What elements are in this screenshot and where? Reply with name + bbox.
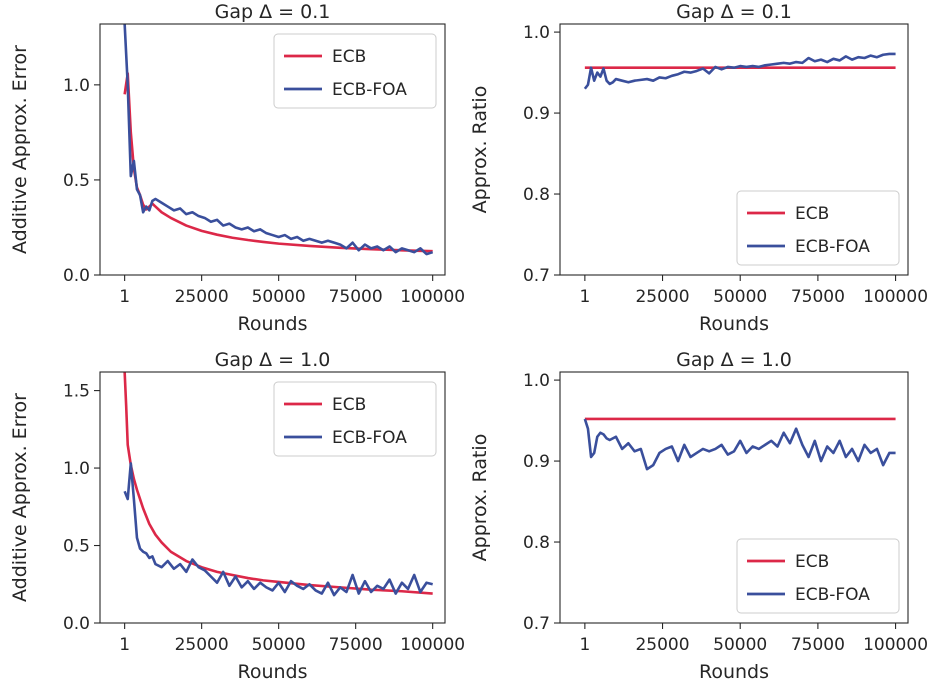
axes-frame (559, 371, 909, 624)
y-tick-label: 0.8 (523, 185, 550, 205)
chart-title: Gap Δ = 1.0 (676, 349, 792, 371)
series-line-ecb-foa (123, 24, 434, 256)
x-tick-label: 50000 (713, 287, 767, 307)
x-tick-label: 25000 (175, 635, 229, 655)
x-tick-label: 100000 (863, 287, 928, 307)
x-tick-label: 75000 (329, 635, 383, 655)
legend-entry: ECB (332, 395, 366, 415)
y-axis-label: Additive Approx. Error (9, 393, 31, 602)
legend-entry: ECB (795, 204, 829, 224)
legend: ECB ECB-FOA (736, 190, 900, 266)
legend-entry: ECB (332, 47, 366, 67)
axes-frame (99, 23, 446, 276)
x-tick-label: 50000 (252, 287, 306, 307)
y-tick-label: 1.0 (63, 459, 90, 479)
x-tick-label: 25000 (635, 287, 689, 307)
x-axis-label: Rounds (237, 661, 307, 683)
chart-title: Gap Δ = 0.1 (676, 1, 792, 23)
legend-entry: ECB-FOA (332, 80, 407, 100)
y-axis-label: Approx. Ratio (469, 86, 491, 214)
y-tick-label: 0.7 (523, 266, 550, 286)
chart-title: Gap Δ = 0.1 (215, 1, 331, 23)
x-tick-label: 75000 (791, 287, 845, 307)
y-tick-label: 0.0 (63, 614, 90, 634)
x-tick-label: 75000 (329, 287, 383, 307)
y-tick-label: 0.5 (63, 171, 90, 191)
legend-entry: ECB-FOA (795, 585, 870, 605)
x-tick-label: 100000 (863, 635, 928, 655)
x-tick-label: 25000 (175, 287, 229, 307)
y-tick-label: 0.7 (523, 614, 550, 634)
x-tick-label: 1 (579, 287, 590, 307)
legend: ECB ECB-FOA (273, 381, 437, 457)
legend-entry: ECB-FOA (332, 428, 407, 448)
series-line-ecb-foa (123, 462, 433, 597)
y-tick-label: 1.5 (63, 382, 90, 402)
y-tick-label: 1.0 (523, 23, 550, 43)
legend-entry: ECB-FOA (795, 237, 870, 257)
x-tick-label: 1 (119, 287, 130, 307)
y-tick-label: 0.9 (523, 452, 550, 472)
y-axis-label: Approx. Ratio (469, 434, 491, 562)
x-tick-label: 25000 (635, 635, 689, 655)
y-tick-label: 0.0 (63, 266, 90, 286)
series-line-ecb (123, 372, 433, 595)
legend-entry: ECB (795, 552, 829, 572)
chart-panel-2: 1 25000 50000 75000 100000 0.7 0.8 0.9 1.0 Gap Δ … (469, 1, 928, 335)
y-tick-label: 0.8 (523, 533, 550, 553)
y-tick-label: 1.0 (63, 76, 90, 96)
x-tick-label: 75000 (791, 635, 845, 655)
y-tick-label: 0.5 (63, 537, 90, 557)
y-tick-label: 0.9 (523, 104, 550, 124)
x-tick-label: 50000 (713, 635, 767, 655)
chart-panel-4: 1 25000 50000 75000 100000 0.7 0.8 0.9 1.0 Gap Δ … (469, 349, 928, 683)
legend: ECB ECB-FOA (273, 33, 437, 109)
chart-panel-1: 1 25000 50000 75000 100000 0.0 0.5 1.0 Gap Δ = 0… (9, 1, 465, 335)
x-axis-label: Rounds (237, 313, 307, 335)
chart-panel-3: 1 25000 50000 75000 100000 0.0 0.5 1.0 1.5 Gap Δ … (9, 349, 465, 683)
axes-frame (559, 23, 909, 276)
x-tick-label: 1 (579, 635, 590, 655)
axes-frame (99, 371, 446, 624)
y-axis-label: Additive Approx. Error (9, 45, 31, 254)
x-tick-label: 50000 (252, 635, 306, 655)
series-line-ecb-foa (583, 52, 896, 90)
y-tick-label: 1.0 (523, 371, 550, 391)
series-line-ecb-foa (583, 418, 896, 471)
legend: ECB ECB-FOA (736, 538, 900, 614)
x-axis-label: Rounds (699, 313, 769, 335)
x-axis-label: Rounds (699, 661, 769, 683)
x-tick-label: 100000 (400, 635, 465, 655)
x-tick-label: 100000 (400, 287, 465, 307)
x-tick-label: 1 (119, 635, 130, 655)
chart-title: Gap Δ = 1.0 (215, 349, 331, 371)
